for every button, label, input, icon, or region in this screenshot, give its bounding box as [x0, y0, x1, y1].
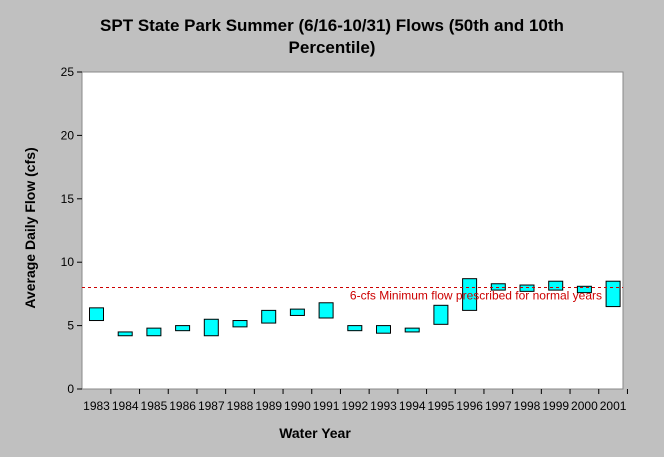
percentile-box	[117, 331, 133, 337]
x-tick-label: 1983	[83, 399, 110, 413]
percentile-box	[261, 309, 277, 324]
percentile-box	[376, 325, 391, 334]
percentile-box	[433, 304, 449, 325]
x-tick-label: 1987	[198, 399, 225, 413]
x-tick-label: 2001	[600, 399, 627, 413]
y-tick-label: 15	[61, 192, 75, 206]
x-tick-label: 1995	[428, 399, 455, 413]
x-tick-label: 1986	[169, 399, 196, 413]
chart-title-line2: Percentile)	[289, 38, 376, 57]
x-tick-label: 1989	[255, 399, 282, 413]
y-axis: 0 5 10 15 20 25	[61, 65, 82, 396]
y-tick-label: 0	[67, 382, 74, 396]
x-tick-label: 1984	[112, 399, 139, 413]
y-tick-label: 20	[61, 128, 75, 142]
percentile-box	[347, 325, 363, 332]
percentile-box	[318, 302, 334, 319]
reference-line-group: 6-cfs Minimum flow prescribed for normal…	[82, 287, 623, 303]
x-tick-label: 1998	[514, 399, 541, 413]
x-tick-label: 1990	[284, 399, 311, 413]
x-tick-label: 1994	[399, 399, 426, 413]
percentile-box	[576, 285, 592, 294]
x-tick-label: 1988	[227, 399, 254, 413]
box-series	[89, 278, 621, 337]
percentile-box	[462, 278, 478, 311]
x-tick-label: 1993	[370, 399, 397, 413]
plot-area	[81, 71, 624, 390]
x-axis-title: Water Year	[279, 425, 351, 441]
x-tick-label: 1999	[542, 399, 569, 413]
y-tick-label: 10	[61, 255, 75, 269]
x-tick-label: 1991	[313, 399, 340, 413]
chart-title-line1: SPT State Park Summer (6/16-10/31) Flows…	[100, 16, 564, 35]
percentile-box	[232, 320, 248, 328]
percentile-box	[519, 284, 535, 292]
y-axis-title: Average Daily Flow (cfs)	[22, 147, 38, 308]
percentile-box	[146, 327, 162, 337]
x-tick-label: 1996	[456, 399, 483, 413]
x-axis: 1983 1984 1985 1986 1987 1988 1989 1990 1991 1992…	[83, 389, 628, 413]
percentile-box	[289, 308, 305, 316]
percentile-box	[548, 280, 564, 291]
percentile-box	[203, 318, 219, 337]
percentile-box	[490, 283, 506, 291]
y-tick-label: 5	[67, 319, 74, 333]
x-tick-label: 1992	[341, 399, 368, 413]
percentile-box	[175, 325, 191, 332]
x-tick-label: 1985	[141, 399, 168, 413]
y-tick-label: 25	[61, 65, 75, 79]
percentile-box	[404, 327, 420, 333]
percentile-box	[605, 280, 621, 308]
percentile-box	[89, 307, 104, 322]
x-tick-label: 1997	[485, 399, 512, 413]
x-tick-label: 2000	[571, 399, 598, 413]
reference-line-label: 6-cfs Minimum flow prescribed for normal…	[350, 289, 602, 303]
